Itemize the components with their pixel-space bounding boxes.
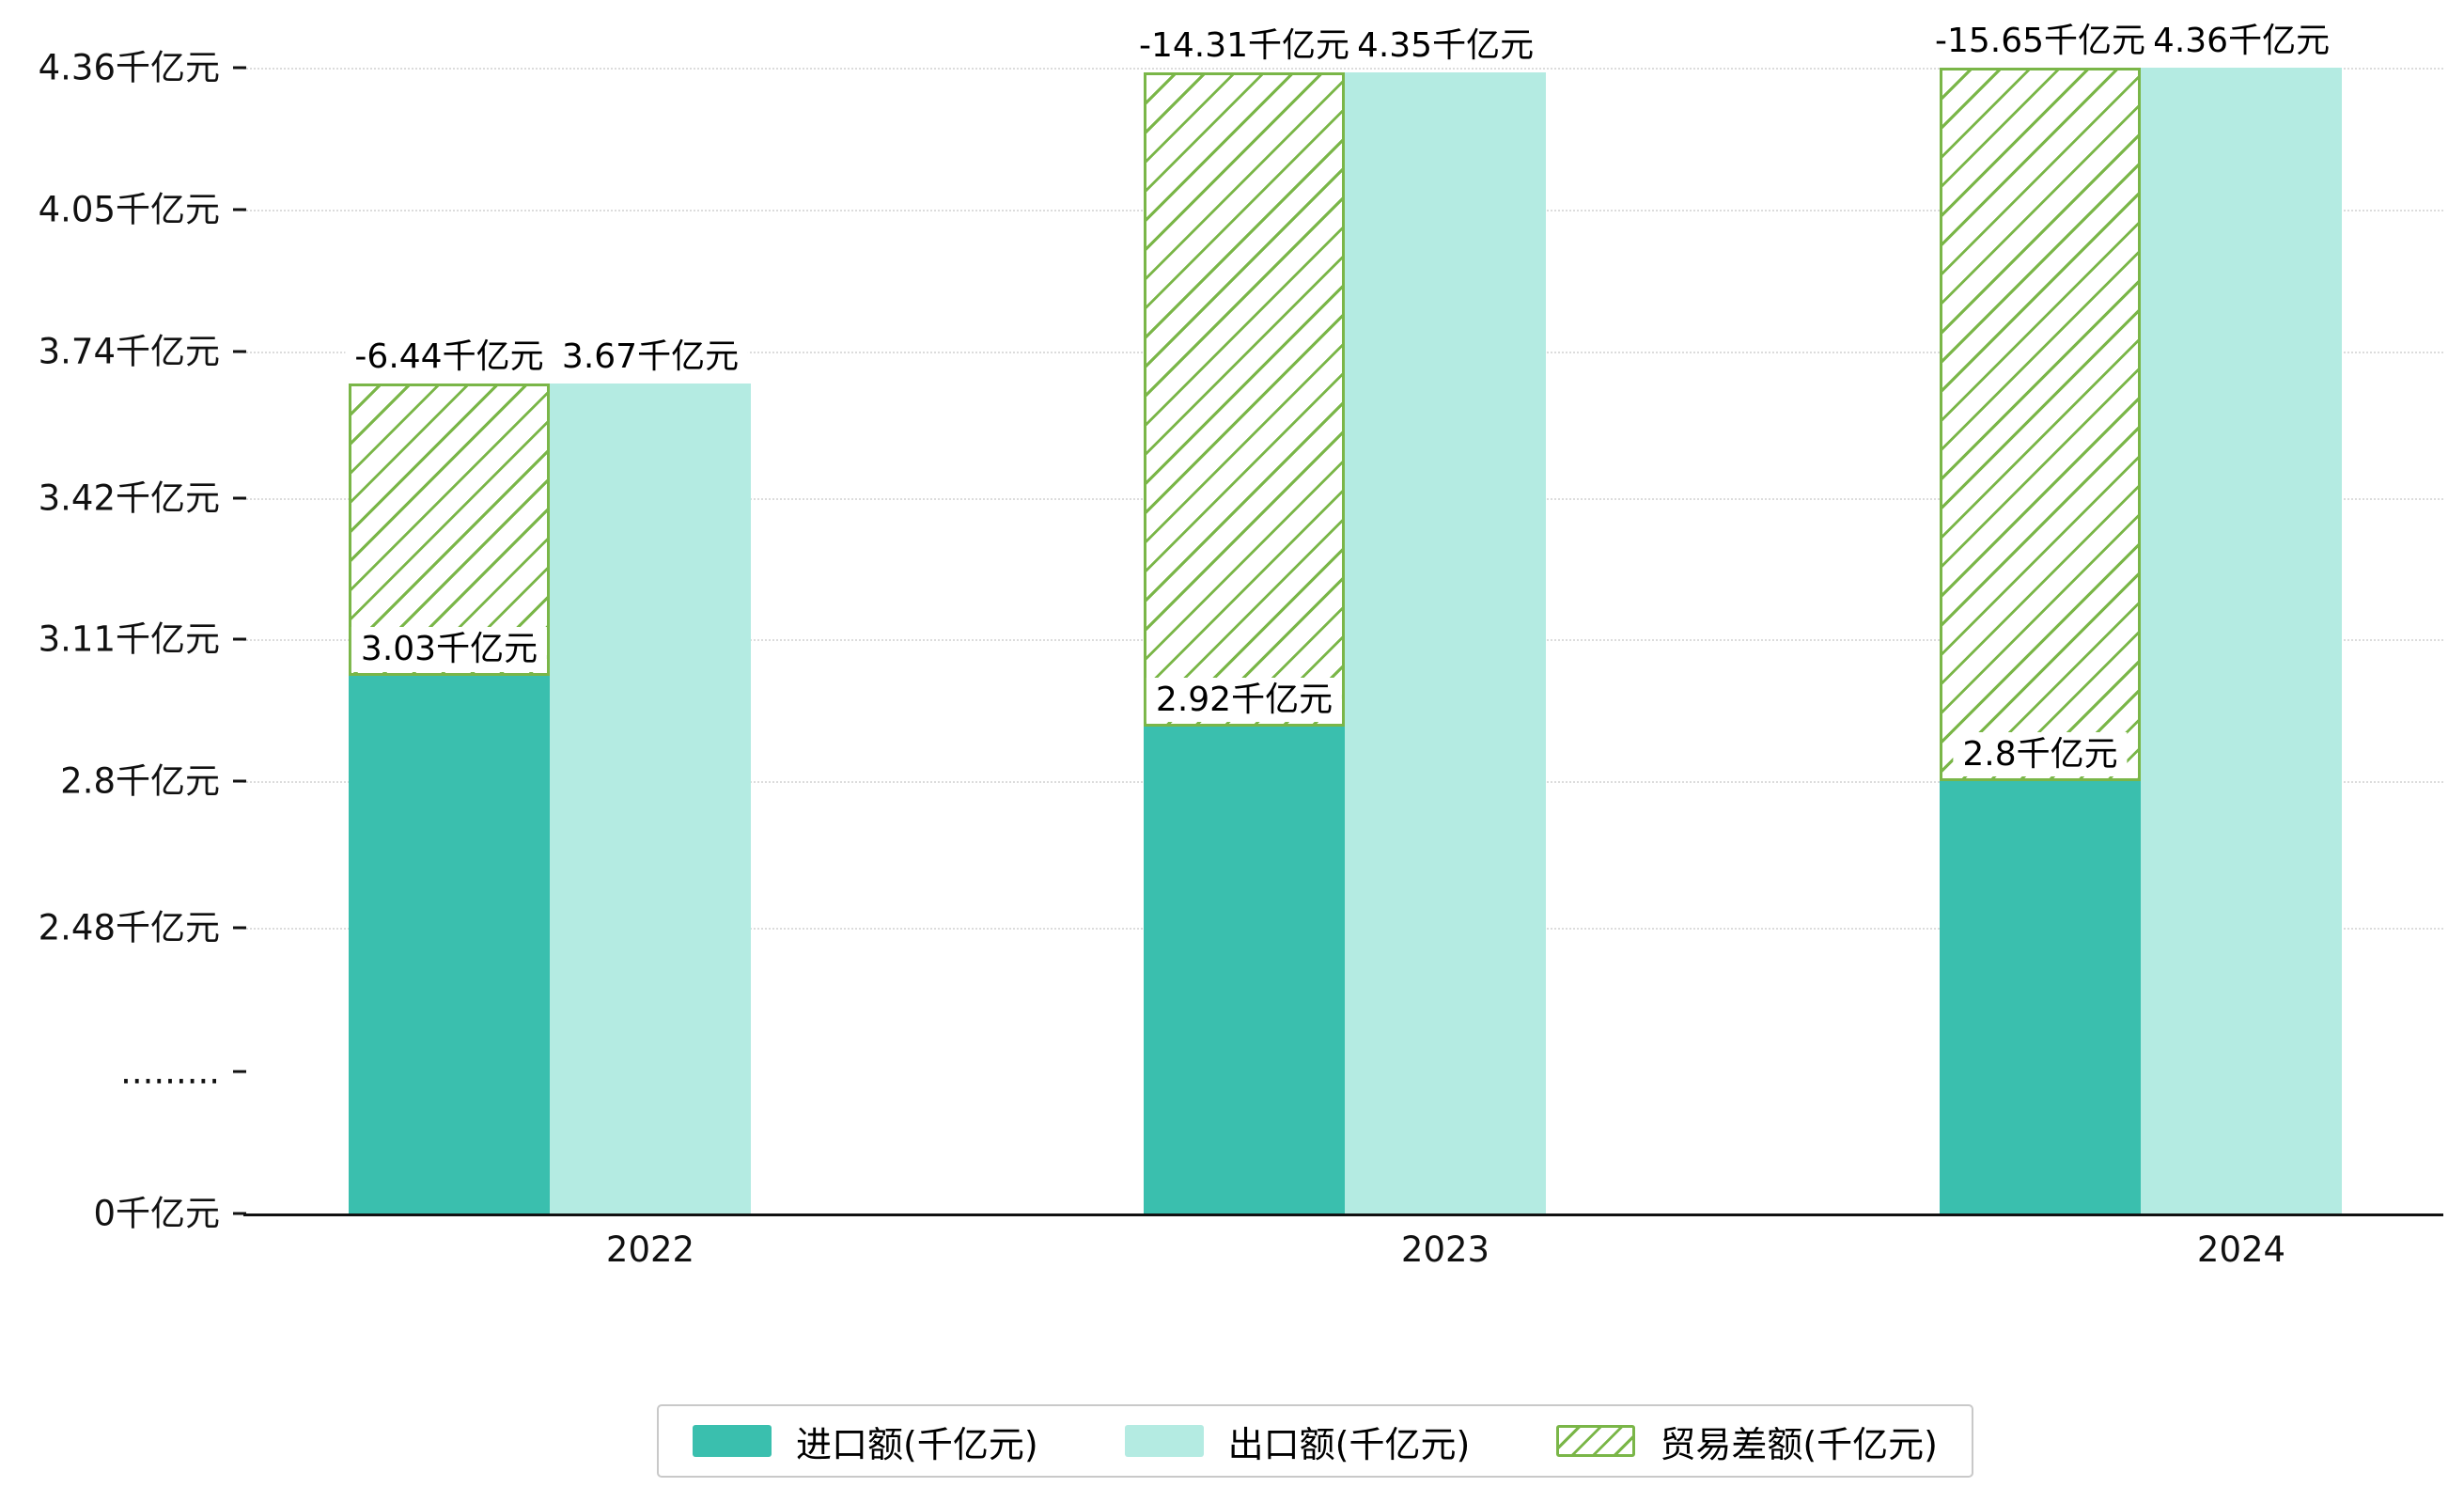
legend-item-balance: 贸易差额(千亿元) <box>1556 1416 1938 1467</box>
y-tick-label: 4.36千亿元 <box>38 47 220 88</box>
y-tick-mark <box>233 1212 246 1215</box>
import-value-label: 3.03千亿元 <box>351 627 548 672</box>
x-tick-label-2022: 2022 <box>605 1229 695 1270</box>
y-tick-mark <box>233 496 246 499</box>
export-bar-2023 <box>1345 71 1546 1213</box>
y-tick-label: 3.74千亿元 <box>38 331 220 372</box>
gridline <box>243 68 2443 70</box>
legend-item-export: 出口额(千亿元) <box>1124 1416 1471 1467</box>
legend: 进口额(千亿元) 出口额(千亿元) 贸易差额(千亿元) <box>657 1404 1973 1478</box>
export-bar-2024 <box>2141 68 2342 1213</box>
y-axis-break-label: ......... <box>120 1051 220 1092</box>
x-tick-label-2023: 2023 <box>1400 1229 1490 1270</box>
export-value-label: 4.35千亿元 <box>1347 23 1544 69</box>
y-tick-mark <box>233 637 246 641</box>
export-value-label: 4.36千亿元 <box>2143 19 2340 64</box>
trade-balance-value-label: -6.44千亿元 <box>345 334 554 379</box>
y-tick-label: 3.42千亿元 <box>38 478 220 518</box>
x-tick-label-2024: 2024 <box>2196 1229 2286 1270</box>
import-value-label: 2.8千亿元 <box>1953 732 2128 777</box>
legend-label-balance: 贸易差额(千亿元) <box>1660 1423 1938 1465</box>
y-tick-mark <box>233 779 246 783</box>
export-value-label: 3.67千亿元 <box>552 334 749 379</box>
trade-balance-value-label: -15.65千亿元 <box>1925 19 2156 64</box>
x-axis-line <box>243 1213 2443 1216</box>
trade-balance-value-label: -14.31千亿元 <box>1129 23 1360 69</box>
legend-label-import: 进口额(千亿元) <box>796 1423 1038 1465</box>
export-bar-2022 <box>550 383 751 1213</box>
y-tick-label: 2.48千亿元 <box>38 907 220 948</box>
import-bar-2022 <box>349 676 550 1213</box>
y-tick-mark <box>233 66 246 70</box>
import-swatch <box>693 1425 772 1457</box>
y-tick-label: 4.05千亿元 <box>38 189 220 230</box>
export-swatch <box>1124 1425 1204 1457</box>
y-tick-mark <box>233 1070 246 1073</box>
y-tick-mark <box>233 208 246 211</box>
legend-item-import: 进口额(千亿元) <box>693 1416 1038 1467</box>
y-tick-mark <box>233 926 246 930</box>
y-tick-label: 3.11千亿元 <box>38 618 220 660</box>
import-bar-2024 <box>1940 781 2141 1213</box>
y-tick-label: 0千亿元 <box>93 1193 220 1234</box>
balance-hatch-swatch <box>1556 1425 1636 1457</box>
trade-balance-hatch-bar-2024 <box>1940 68 2141 782</box>
y-tick-label: 2.8千亿元 <box>60 760 220 802</box>
legend-label-export: 出口额(千亿元) <box>1227 1423 1471 1465</box>
y-tick-mark <box>233 350 246 353</box>
import-value-label: 2.92千亿元 <box>1146 677 1343 723</box>
trade-balance-hatch-bar-2023 <box>1144 71 1345 727</box>
import-bar-2023 <box>1144 726 1345 1213</box>
